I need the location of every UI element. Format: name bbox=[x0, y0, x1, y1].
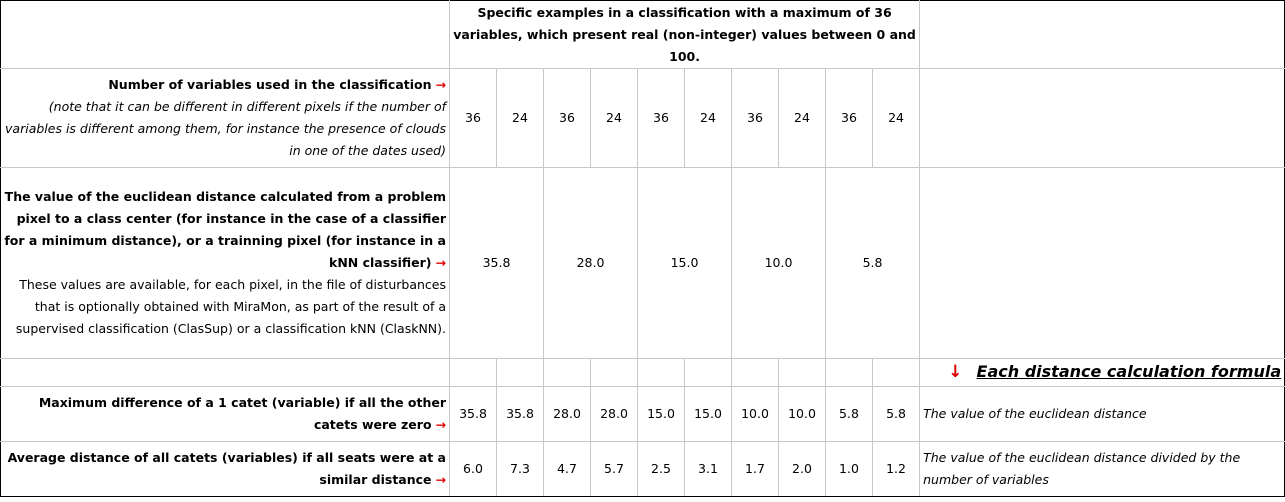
distance-note: These values are available, for each pix… bbox=[15, 277, 446, 336]
distance-label: The value of the euclidean distance calc… bbox=[4, 189, 446, 270]
distance-value: 35.8 bbox=[449, 167, 544, 359]
variables-value: 36 bbox=[637, 68, 685, 168]
formula-header-title: Each distance calculation formula bbox=[976, 362, 1282, 381]
right-arrow-icon: → bbox=[435, 417, 446, 432]
variables-value: 36 bbox=[543, 68, 591, 168]
formula-header-blank bbox=[825, 358, 873, 387]
formula-header-blank bbox=[496, 358, 544, 387]
variables-label: Number of variables used in the classifi… bbox=[108, 77, 432, 92]
formula-header-cell: ↓ Each distance calculation formula bbox=[919, 358, 1285, 387]
formula-header-blank bbox=[637, 358, 685, 387]
row-average-distance: Average distance of all catets (variable… bbox=[0, 441, 1285, 497]
maximum-label-cell: Maximum difference of a 1 catet (variabl… bbox=[0, 386, 450, 442]
header-title: Specific examples in a classification wi… bbox=[448, 0, 921, 69]
variables-value: 36 bbox=[825, 68, 873, 168]
maximum-value: 10.0 bbox=[778, 386, 826, 442]
maximum-value: 28.0 bbox=[590, 386, 638, 442]
maximum-value: 35.8 bbox=[449, 386, 497, 442]
average-formula: The value of the euclidean distance divi… bbox=[919, 441, 1285, 497]
variables-value: 24 bbox=[684, 68, 732, 168]
formula-header-empty bbox=[0, 358, 450, 387]
average-value: 1.0 bbox=[825, 441, 873, 497]
maximum-value: 15.0 bbox=[637, 386, 685, 442]
variables-value: 24 bbox=[778, 68, 826, 168]
row-number-of-variables: Number of variables used in the classifi… bbox=[0, 68, 1285, 168]
maximum-value: 15.0 bbox=[684, 386, 732, 442]
right-arrow-icon: → bbox=[435, 255, 446, 270]
maximum-value: 35.8 bbox=[496, 386, 544, 442]
header-row: Specific examples in a classification wi… bbox=[0, 0, 1285, 69]
variables-value: 24 bbox=[496, 68, 544, 168]
variables-value: 24 bbox=[590, 68, 638, 168]
formula-header-blank bbox=[871, 358, 921, 387]
average-label-cell: Average distance of all catets (variable… bbox=[0, 441, 450, 497]
formula-header-blank bbox=[543, 358, 591, 387]
variables-label-cell: Number of variables used in the classifi… bbox=[0, 68, 450, 168]
maximum-value: 5.8 bbox=[825, 386, 873, 442]
variables-empty-right bbox=[919, 68, 1285, 168]
row-maximum-difference: Maximum difference of a 1 catet (variabl… bbox=[0, 386, 1285, 442]
variables-value: 24 bbox=[871, 68, 921, 168]
maximum-formula: The value of the euclidean distance bbox=[919, 386, 1285, 442]
average-value: 2.0 bbox=[778, 441, 826, 497]
average-value: 5.7 bbox=[590, 441, 638, 497]
row-formula-header: ↓ Each distance calculation formula bbox=[0, 358, 1285, 387]
header-empty-right bbox=[919, 0, 1285, 69]
average-label: Average distance of all catets (variable… bbox=[7, 450, 446, 487]
right-arrow-icon: → bbox=[435, 472, 446, 487]
average-value: 1.2 bbox=[871, 441, 921, 497]
average-value: 1.7 bbox=[731, 441, 779, 497]
variables-note: (note that it can be different in differ… bbox=[5, 99, 446, 158]
maximum-value: 5.8 bbox=[871, 386, 921, 442]
formula-header-blank bbox=[684, 358, 732, 387]
maximum-label: Maximum difference of a 1 catet (variabl… bbox=[38, 395, 446, 432]
formula-header-blank bbox=[449, 358, 497, 387]
distance-value: 28.0 bbox=[543, 167, 638, 359]
right-arrow-icon: → bbox=[435, 77, 446, 92]
header-empty-cell bbox=[0, 0, 450, 69]
distance-empty-right bbox=[919, 167, 1285, 359]
average-value: 4.7 bbox=[543, 441, 591, 497]
distance-value: 5.8 bbox=[824, 167, 921, 359]
average-value: 3.1 bbox=[684, 441, 732, 497]
variables-value: 36 bbox=[731, 68, 779, 168]
distance-value: 15.0 bbox=[637, 167, 732, 359]
down-arrow-icon: ↓ bbox=[948, 362, 963, 382]
maximum-value: 28.0 bbox=[543, 386, 591, 442]
average-value: 2.5 bbox=[637, 441, 685, 497]
distance-label-cell: The value of the euclidean distance calc… bbox=[0, 167, 450, 359]
maximum-value: 10.0 bbox=[731, 386, 779, 442]
formula-header-blank bbox=[778, 358, 826, 387]
row-euclidean-distance: The value of the euclidean distance calc… bbox=[0, 167, 1285, 359]
average-value: 7.3 bbox=[496, 441, 544, 497]
formula-header-blank bbox=[590, 358, 638, 387]
distance-value: 10.0 bbox=[731, 167, 826, 359]
formula-header-blank bbox=[731, 358, 779, 387]
variables-value: 36 bbox=[449, 68, 497, 168]
average-value: 6.0 bbox=[449, 441, 497, 497]
